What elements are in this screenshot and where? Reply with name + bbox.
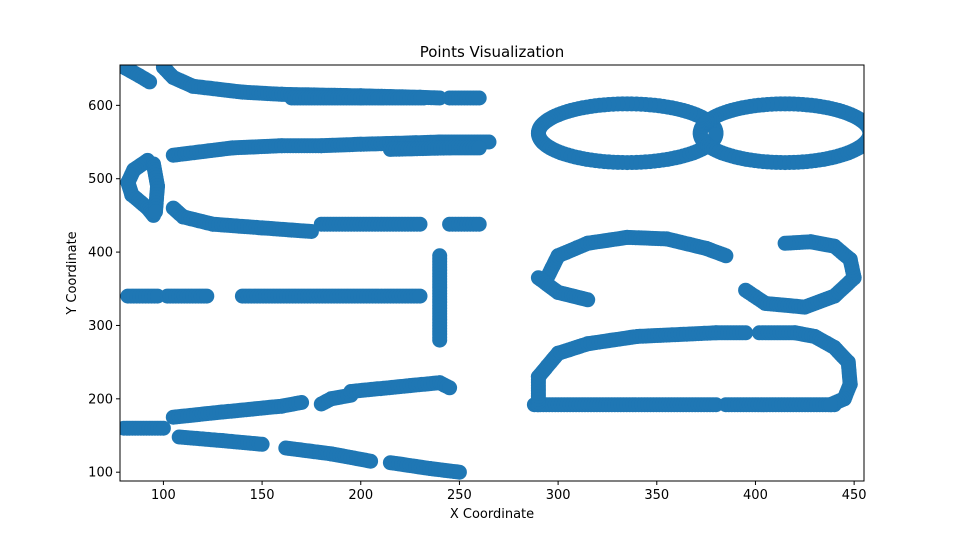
scatter-point — [738, 325, 754, 341]
x-tick-label: 400 — [743, 488, 768, 503]
y-tick-label: 500 — [88, 172, 113, 187]
scatter-point — [199, 288, 215, 304]
scatter-point — [823, 397, 838, 413]
x-tick-label: 250 — [447, 488, 472, 503]
x-ticks: 100 150 200 250 300 350 400 450 — [151, 481, 867, 503]
scatter-point — [471, 216, 487, 232]
scatter-point — [416, 90, 432, 106]
scatter-point — [708, 127, 724, 143]
plot-frame — [119, 64, 865, 482]
y-tick-label: 300 — [88, 319, 113, 334]
plot-area — [120, 65, 864, 480]
scatter-point — [432, 332, 448, 348]
scatter-point — [412, 288, 428, 304]
y-tick-label: 200 — [88, 392, 113, 407]
x-tick-label: 200 — [348, 488, 373, 503]
scatter-point — [777, 235, 793, 251]
y-tick-label: 100 — [88, 466, 113, 481]
x-tick-label: 100 — [151, 488, 176, 503]
x-tick-label: 450 — [842, 488, 867, 503]
scatter-point — [363, 453, 379, 469]
scatter-point — [294, 395, 310, 410]
scatter-point — [142, 74, 158, 90]
x-tick-label: 150 — [250, 488, 275, 503]
scatter-point — [471, 140, 487, 156]
chart-title: Points Visualization — [420, 43, 565, 61]
scatter-point — [254, 436, 270, 452]
scatter-point — [718, 248, 734, 264]
scatter-point — [442, 380, 458, 396]
scatter-point — [148, 204, 163, 220]
y-tick-label: 600 — [88, 99, 113, 114]
scatter-point — [451, 464, 467, 480]
y-ticks: 100 200 300 400 500 600 — [88, 99, 120, 481]
x-tick-label: 300 — [546, 488, 571, 503]
x-axis-label: X Coordinate — [450, 507, 534, 522]
scatter-point — [471, 90, 487, 106]
scatter-point — [155, 420, 171, 436]
scatter-point — [580, 292, 596, 308]
y-tick-label: 400 — [88, 246, 113, 261]
x-tick-label: 350 — [644, 488, 669, 503]
y-axis-label: Y Coordinate — [65, 231, 80, 315]
scatter-point — [412, 216, 428, 232]
